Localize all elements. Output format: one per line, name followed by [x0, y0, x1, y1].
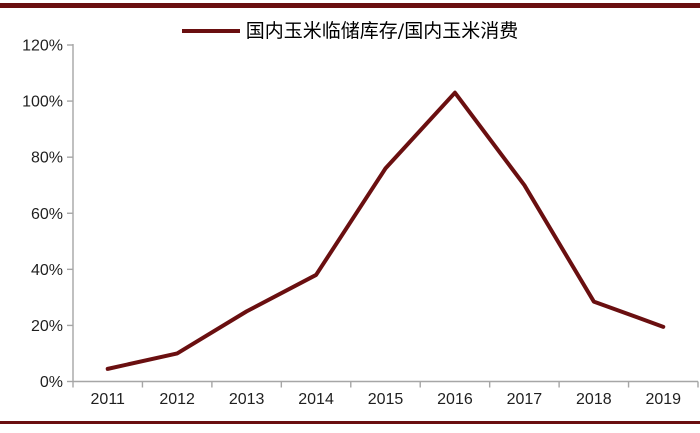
x-axis-tick-label: 2012: [159, 391, 195, 408]
y-axis-tick-label: 80%: [31, 150, 63, 167]
x-axis-tick-label: 2016: [437, 391, 473, 408]
legend: 国内玉米临储库存/国内玉米消费: [0, 17, 700, 45]
x-axis-tick-label: 2015: [368, 391, 404, 408]
series-line: [105, 90, 666, 371]
x-axis-tick-label: 2011: [91, 391, 126, 408]
legend-line-swatch: [181, 29, 240, 33]
x-axis-tick-label: 2019: [645, 391, 681, 408]
y-axis-tick-label: 40%: [31, 262, 63, 279]
y-axis-tick-label: 20%: [31, 318, 63, 335]
y-axis-tick-label: 120%: [22, 38, 63, 55]
x-axis-tick-label: 2013: [229, 391, 265, 408]
x-axis-tick-label: 2017: [507, 391, 543, 408]
y-axis-tick-label: 60%: [31, 206, 63, 223]
legend-label: 国内玉米临储库存/国内玉米消费: [245, 19, 519, 42]
y-axis-tick-label: 0%: [40, 374, 63, 391]
x-axis-tick-label: 2014: [298, 391, 334, 408]
x-axis-tick-label: 2018: [576, 391, 612, 408]
bottom-border-rule: [0, 421, 700, 424]
top-border-rule: [0, 3, 700, 8]
y-axis-tick-label: 100%: [22, 94, 63, 111]
